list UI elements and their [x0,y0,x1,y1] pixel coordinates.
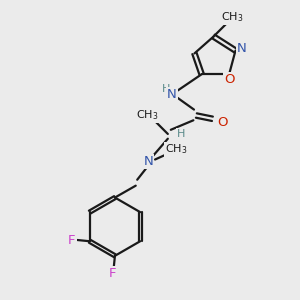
Text: F: F [68,233,76,247]
Text: H: H [177,129,185,139]
Text: N: N [144,155,153,168]
Text: H: H [162,84,170,94]
Text: CH$_3$: CH$_3$ [136,109,159,122]
Text: O: O [224,73,235,86]
Text: N: N [167,88,177,100]
Text: CH$_3$: CH$_3$ [165,142,188,156]
Text: O: O [217,116,227,129]
Text: F: F [109,267,116,280]
Text: CH$_3$: CH$_3$ [221,10,243,24]
Text: N: N [237,42,247,55]
